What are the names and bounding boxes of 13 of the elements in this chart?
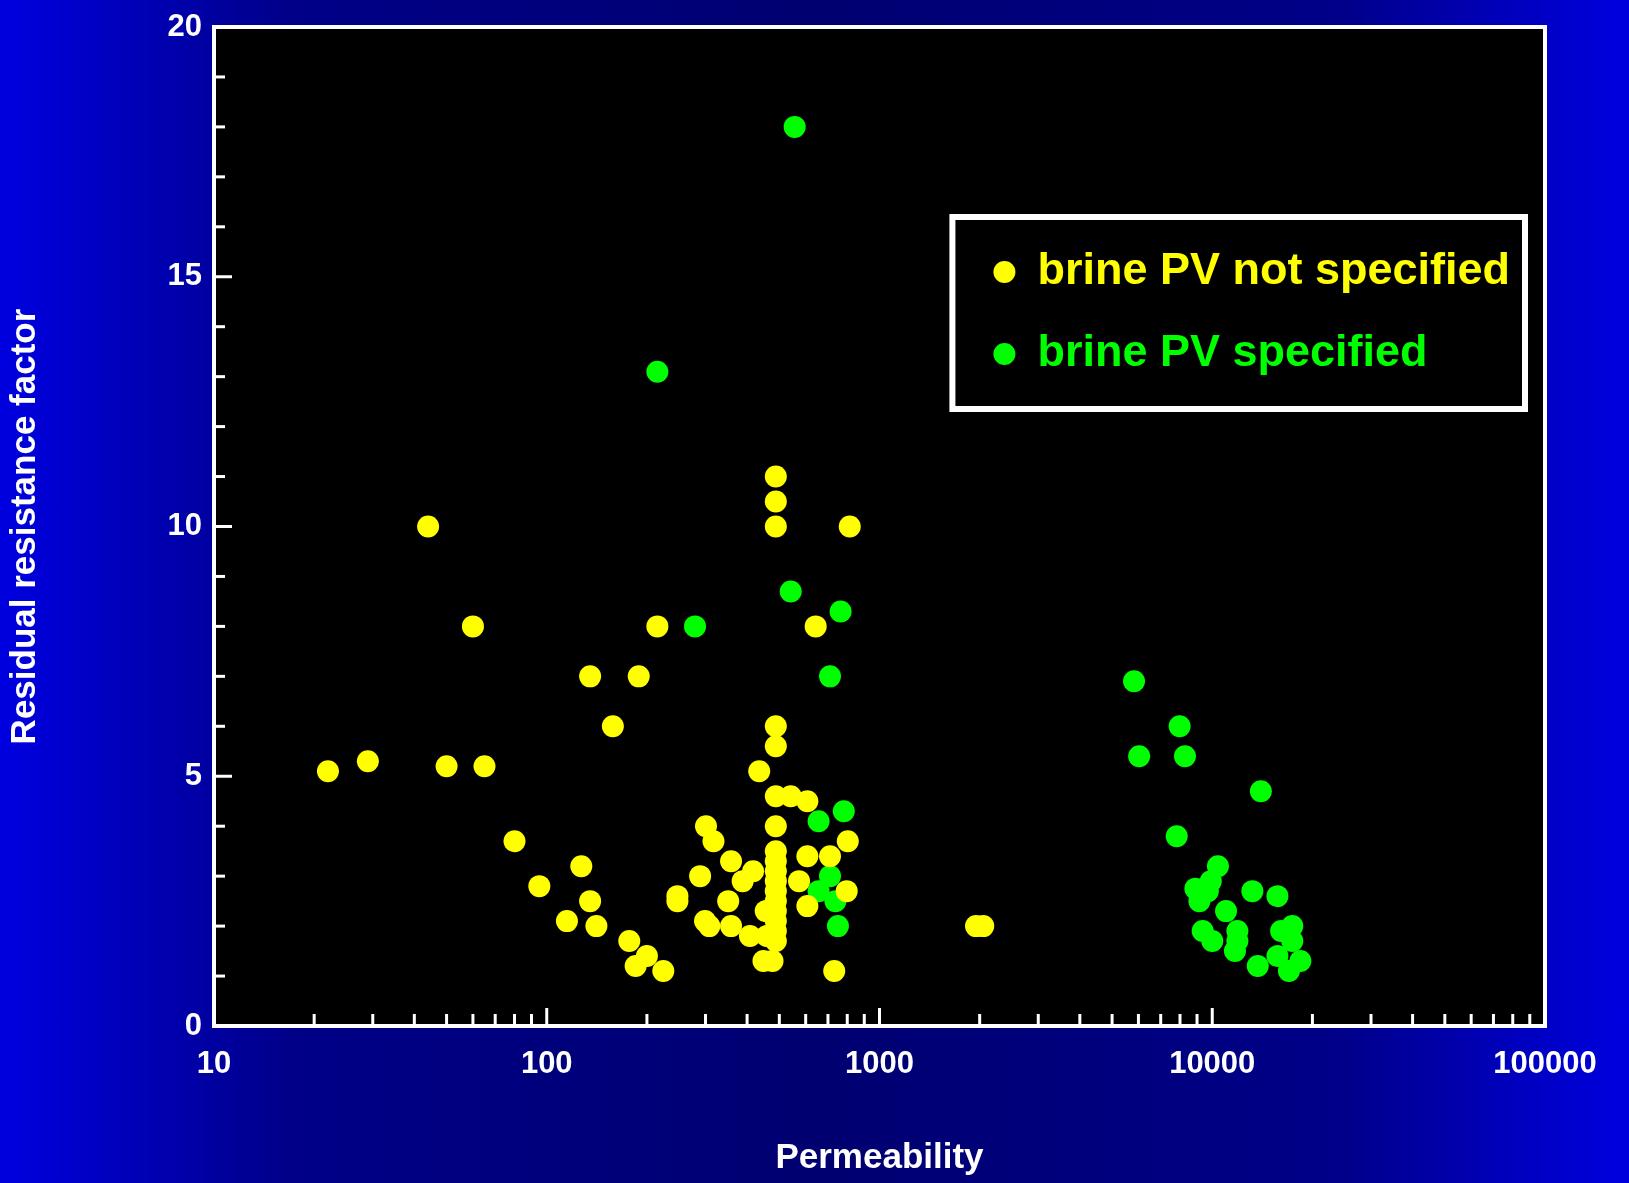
y-tick-label: 15 <box>167 257 202 293</box>
y-tick-label: 5 <box>184 756 202 792</box>
x-tick-label: 10000 <box>1169 1045 1256 1081</box>
x-tick-label: 1000 <box>845 1045 914 1081</box>
y-tick-label: 20 <box>167 7 202 43</box>
legend-label: brine PV specified <box>1037 325 1428 377</box>
y-tick-label: 0 <box>184 1006 202 1042</box>
x-tick-label: 100000 <box>1493 1045 1597 1081</box>
x-axis-title: Permeability <box>775 1135 985 1175</box>
x-tick-label: 100 <box>520 1045 573 1081</box>
y-tick-label: 10 <box>167 507 202 543</box>
y-axis-title: Residual resistance factor <box>2 308 42 745</box>
legend-label: brine PV not specified <box>1037 243 1511 295</box>
